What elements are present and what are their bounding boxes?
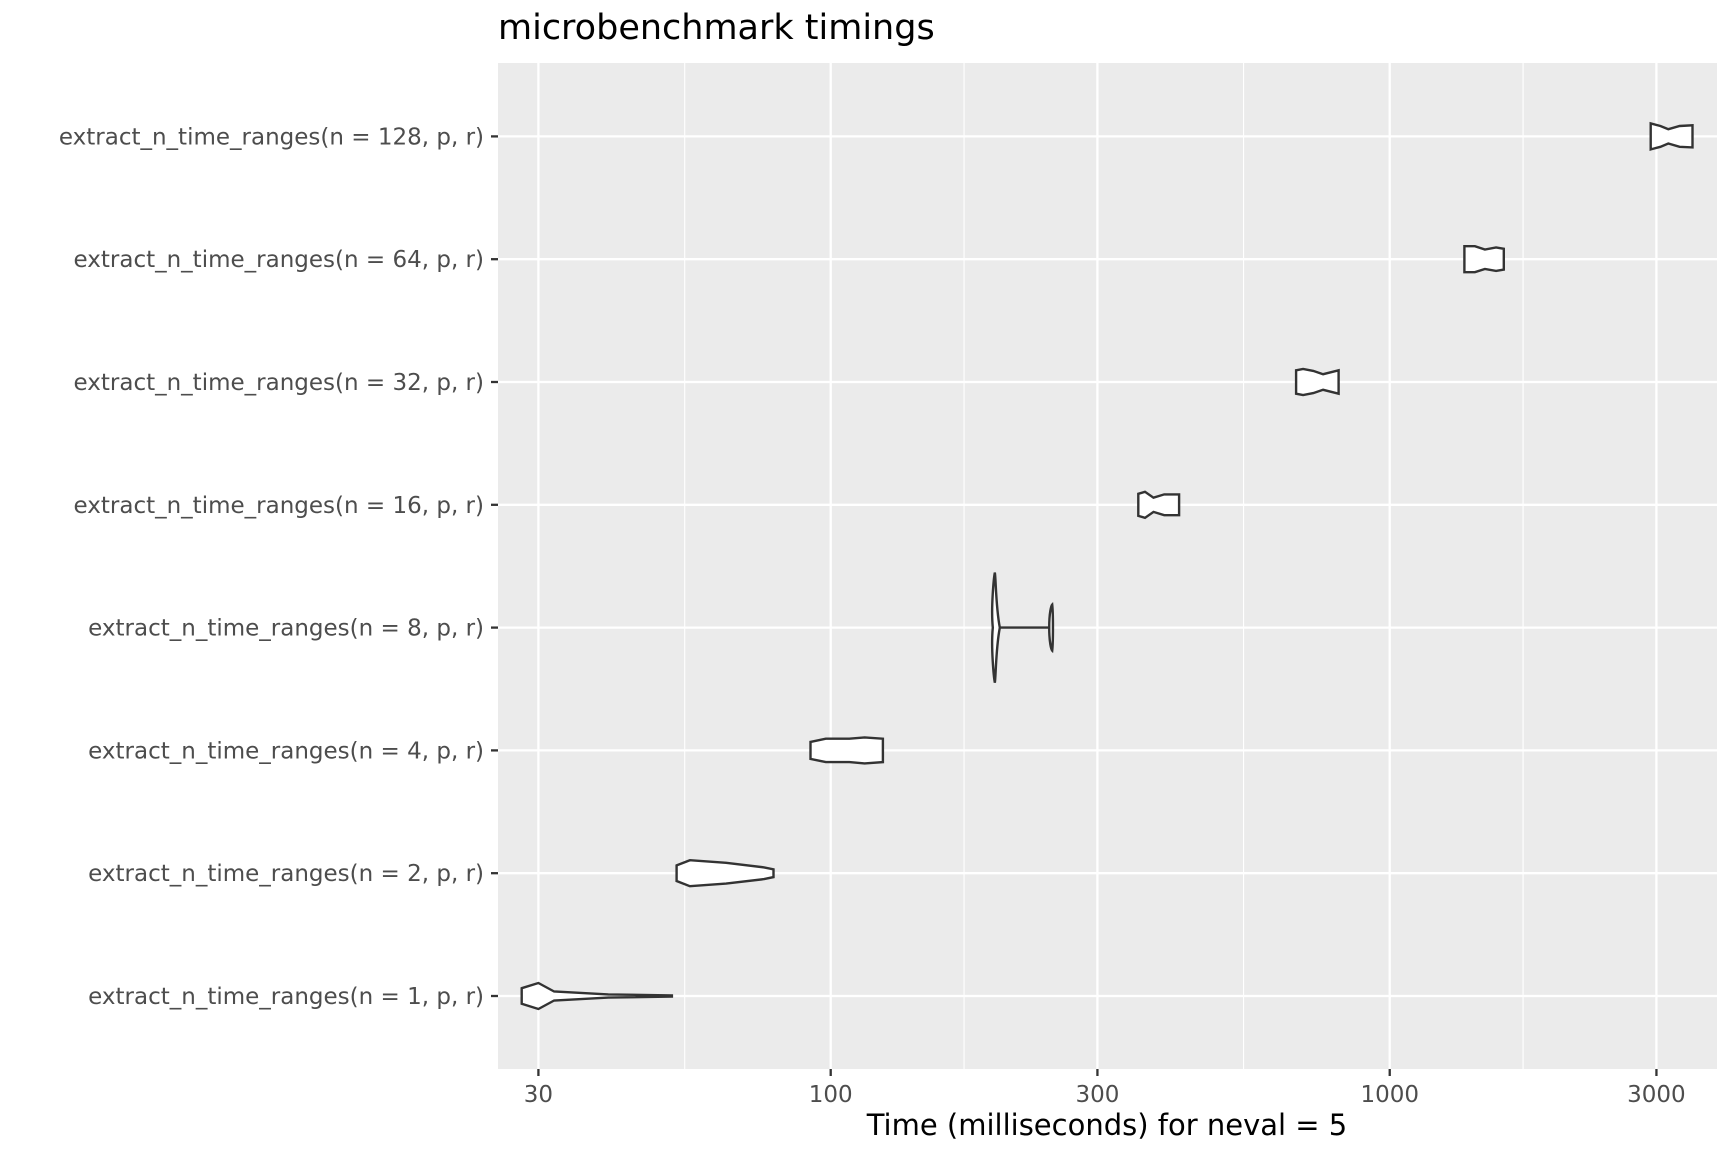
y-tick-label: extract_n_time_ranges(n = 1, p, r) [88,984,484,1010]
y-axis: extract_n_time_ranges(n = 1, p, r) extrac… [59,124,498,1010]
y-tick-label: extract_n_time_ranges(n = 8, p, r) [88,616,484,642]
violin-mark [1137,490,1181,520]
y-tick-label: extract_n_time_ranges(n = 16, p, r) [74,493,484,519]
x-axis: 30 100 300 1000 3000 [524,1069,1686,1108]
violin-mark [1294,367,1340,397]
violin-mark [1463,245,1505,274]
y-tick-label: extract_n_time_ranges(n = 32, p, r) [74,370,484,396]
y-tick-label: extract_n_time_ranges(n = 64, p, r) [74,247,484,273]
violin-series [520,121,1694,1011]
y-tick-label: extract_n_time_ranges(n = 4, p, r) [88,738,484,764]
x-axis-title: Time (milliseconds) for neval = 5 [866,1108,1348,1142]
chart-title: microbenchmark timings [498,8,935,48]
violin-mark [809,736,885,765]
y-tick-label: extract_n_time_ranges(n = 128, p, r) [59,124,484,150]
violin-mark [675,858,775,888]
x-tick-label: 300 [1075,1082,1119,1108]
plot-panel [498,63,1717,1069]
x-tick-label: 1000 [1360,1082,1419,1108]
x-tick-label: 3000 [1627,1082,1686,1108]
violin-mark [1649,121,1694,151]
x-tick-label: 100 [809,1082,853,1108]
y-tick-label: extract_n_time_ranges(n = 2, p, r) [88,861,484,887]
x-tick-label: 30 [524,1082,553,1108]
violin-mark [990,572,1055,683]
violin-mark [520,981,674,1011]
